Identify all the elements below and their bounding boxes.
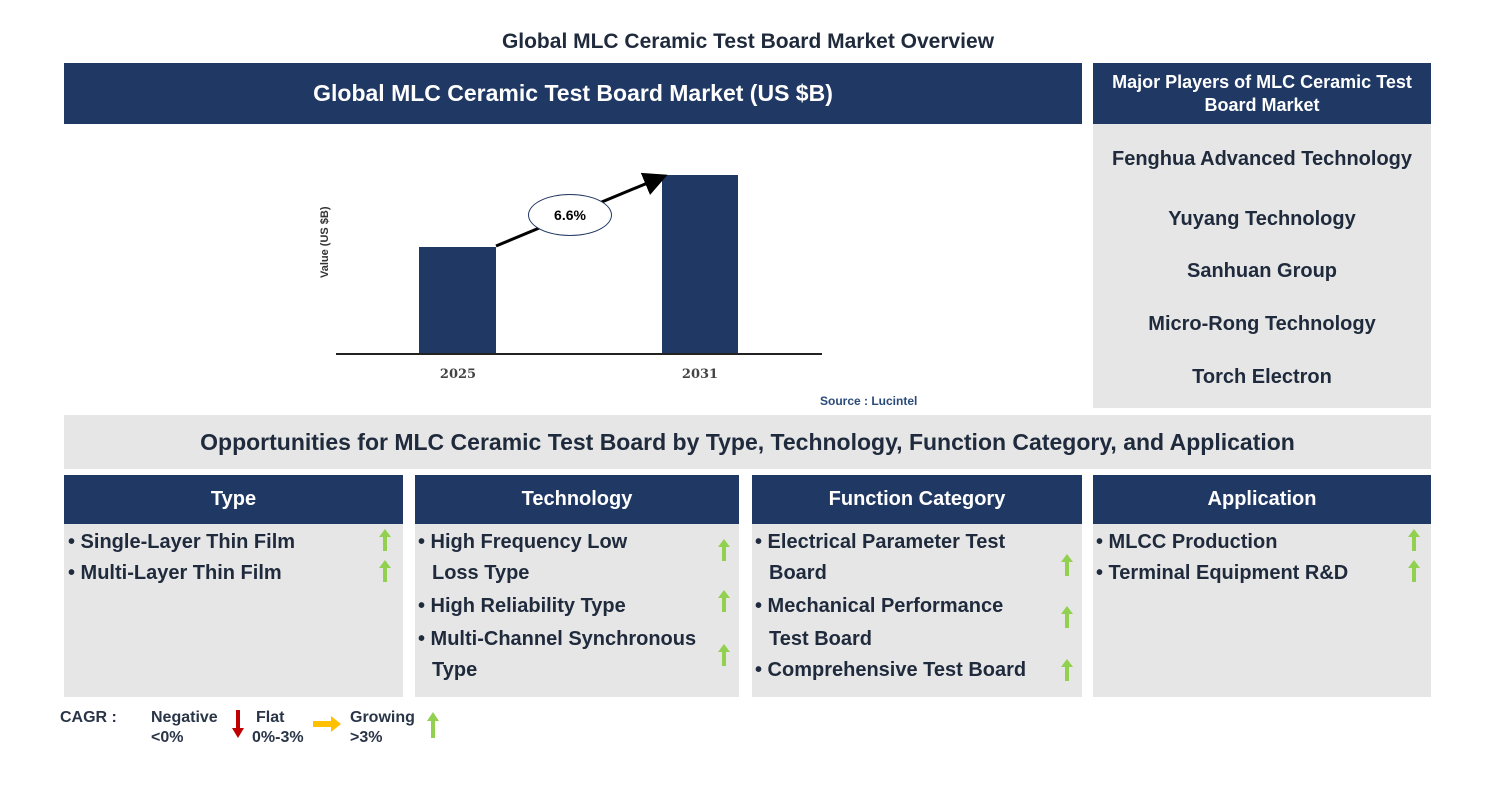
legend-negative-name: Negative	[151, 709, 218, 726]
growing-arrow-icon	[1408, 529, 1420, 551]
player-item: Yuyang Technology	[1168, 208, 1356, 230]
segment-item: Type	[432, 659, 478, 681]
segment-body: • MLCC Production • Terminal Equipment R…	[1093, 524, 1431, 697]
cagr-legend: CAGR : Negative <0% Flat 0%-3% Growing >…	[0, 700, 500, 760]
growing-arrow-icon	[1061, 659, 1073, 681]
growing-arrow-icon	[427, 712, 439, 738]
growing-arrow-icon	[379, 560, 391, 582]
segment-header: Function Category	[752, 475, 1082, 524]
player-item: Micro-Rong Technology	[1148, 313, 1376, 335]
player-item: Torch Electron	[1192, 366, 1332, 388]
segment-item: • Single-Layer Thin Film	[68, 531, 296, 553]
growing-arrow-icon	[1408, 560, 1420, 582]
legend-negative-range: <0%	[151, 729, 184, 746]
segment-item: • High Reliability Type	[418, 595, 626, 617]
player-item: Fenghua Advanced Technology	[1111, 148, 1413, 170]
legend-label: CAGR :	[60, 709, 117, 726]
legend-flat-range: 0%-3%	[252, 729, 304, 746]
player-item: Sanhuan Group	[1187, 260, 1337, 282]
segment-type: Type • Single-Layer Thin Film • Multi-La…	[64, 475, 403, 697]
segment-item: • Mechanical Performance	[755, 595, 1004, 617]
segment-item: • Terminal Equipment R&D	[1096, 562, 1349, 584]
legend-flat-name: Flat	[256, 709, 285, 726]
opportunities-banner: Opportunities for MLC Ceramic Test Board…	[64, 415, 1431, 469]
growing-arrow-icon	[1061, 554, 1073, 576]
segment-item: • High Frequency Low	[418, 531, 628, 553]
segment-item: • Electrical Parameter Test	[755, 531, 1006, 553]
segment-header: Application	[1093, 475, 1431, 524]
growing-arrow-icon	[718, 590, 730, 612]
segment-header: Technology	[415, 475, 739, 524]
segment-item: Board	[769, 562, 827, 584]
bar-2025	[419, 247, 496, 354]
legend-growing-range: >3%	[350, 729, 383, 746]
chart-header: Global MLC Ceramic Test Board Market (US…	[64, 63, 1082, 124]
x-tick-2025: 2025	[439, 367, 477, 382]
growing-arrow-icon	[379, 529, 391, 551]
segment-technology: Technology • High Frequency Low Loss Typ…	[415, 475, 739, 697]
segment-item: Loss Type	[432, 562, 530, 584]
segment-body: • High Frequency Low Loss Type • High Re…	[415, 524, 739, 697]
x-tick-2031: 2031	[681, 367, 719, 382]
segment-body: • Single-Layer Thin Film • Multi-Layer T…	[64, 524, 403, 697]
bar-chart: Value (US $B) 6.6% 2025 2031	[300, 150, 860, 420]
segment-body: • Electrical Parameter Test Board • Mech…	[752, 524, 1082, 697]
x-axis-line	[336, 353, 822, 355]
legend-growing-name: Growing	[350, 709, 415, 726]
trend-arrow-icon	[495, 172, 668, 248]
segment-item: • MLCC Production	[1096, 531, 1278, 553]
players-list: Fenghua Advanced Technology Yuyang Techn…	[1093, 124, 1431, 408]
flat-arrow-icon	[313, 716, 341, 732]
cagr-bubble: 6.6%	[528, 194, 612, 236]
negative-arrow-icon	[232, 710, 244, 738]
growing-arrow-icon	[1061, 606, 1073, 628]
growing-arrow-icon	[718, 644, 730, 666]
segment-item: • Multi-Channel Synchronous	[418, 628, 697, 650]
segment-item: Test Board	[769, 628, 872, 650]
growing-arrow-icon	[718, 539, 730, 561]
bar-2031	[662, 175, 738, 354]
segment-item: • Multi-Layer Thin Film	[68, 562, 282, 584]
players-header: Major Players of MLC Ceramic Test Board …	[1093, 63, 1431, 124]
segment-application: Application • MLCC Production • Terminal…	[1093, 475, 1431, 697]
source-label: Source : Lucintel	[820, 394, 918, 408]
segment-header: Type	[64, 475, 403, 524]
segment-function-category: Function Category • Electrical Parameter…	[752, 475, 1082, 697]
segment-item: • Comprehensive Test Board	[755, 659, 1027, 681]
page-title: Global MLC Ceramic Test Board Market Ove…	[501, 30, 995, 53]
